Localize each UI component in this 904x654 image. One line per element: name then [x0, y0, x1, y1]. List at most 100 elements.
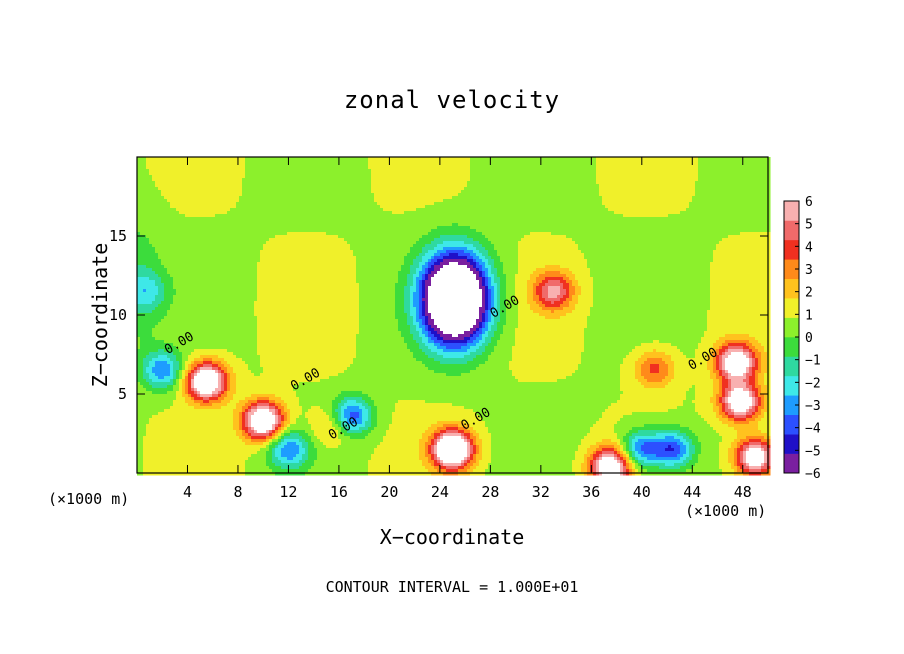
heatmap-cell: [500, 202, 504, 206]
heatmap-cell: [230, 217, 234, 221]
heatmap-cell: [218, 175, 222, 179]
heatmap-cell: [686, 163, 690, 167]
heatmap-cell: [368, 196, 372, 200]
heatmap-cell: [308, 160, 312, 164]
heatmap-cell: [575, 199, 579, 203]
heatmap-cell: [374, 163, 378, 167]
heatmap-cell: [380, 181, 384, 185]
heatmap-cell: [608, 187, 612, 191]
heatmap-cell: [287, 223, 291, 227]
heatmap-cell: [704, 211, 708, 215]
heatmap-cell: [218, 220, 222, 224]
heatmap-cell: [593, 196, 597, 200]
heatmap-cell: [476, 187, 480, 191]
heatmap-cell: [236, 211, 240, 215]
heatmap-cell: [284, 208, 288, 212]
heatmap-cell: [617, 181, 621, 185]
heatmap-cell: [179, 184, 183, 188]
heatmap-cell: [449, 211, 453, 215]
heatmap-cell: [329, 208, 333, 212]
heatmap-cell: [446, 160, 450, 164]
heatmap-cell: [566, 178, 570, 182]
heatmap-cell: [305, 211, 309, 215]
heatmap-cell: [230, 178, 234, 182]
heatmap-cell: [617, 163, 621, 167]
heatmap-cell: [713, 169, 717, 173]
heatmap-cell: [560, 214, 564, 218]
heatmap-cell: [485, 175, 489, 179]
heatmap-cell: [236, 202, 240, 206]
heatmap-cell: [338, 184, 342, 188]
heatmap-cell: [350, 172, 354, 176]
heatmap-cell: [449, 163, 453, 167]
heatmap-cell: [503, 169, 507, 173]
heatmap-cell: [419, 178, 423, 182]
heatmap-cell: [269, 178, 273, 182]
heatmap-cell: [479, 184, 483, 188]
heatmap-cell: [536, 181, 540, 185]
heatmap-cell: [629, 208, 633, 212]
heatmap-cell: [149, 223, 153, 227]
heatmap-cell: [425, 208, 429, 212]
heatmap-cell: [176, 178, 180, 182]
heatmap-cell: [653, 199, 657, 203]
heatmap-cell: [578, 175, 582, 179]
heatmap-cell: [530, 217, 534, 221]
heatmap-cell: [449, 199, 453, 203]
heatmap-cell: [296, 190, 300, 194]
heatmap-cell: [548, 160, 552, 164]
heatmap-cell: [176, 175, 180, 179]
heatmap-cell: [533, 172, 537, 176]
heatmap-cell: [299, 187, 303, 191]
heatmap-cell: [158, 217, 162, 221]
heatmap-cell: [674, 208, 678, 212]
heatmap-cell: [182, 187, 186, 191]
heatmap-cell: [710, 172, 714, 176]
heatmap-cell: [455, 217, 459, 221]
heatmap-cell: [329, 214, 333, 218]
heatmap-cell: [377, 169, 381, 173]
heatmap-cell: [224, 202, 228, 206]
heatmap-cell: [704, 166, 708, 170]
heatmap-cell: [245, 193, 249, 197]
heatmap-cell: [212, 160, 216, 164]
heatmap-cell: [194, 193, 198, 197]
heatmap-cell: [602, 172, 606, 176]
heatmap-cell: [701, 166, 705, 170]
heatmap-cell: [281, 202, 285, 206]
heatmap-cell: [617, 214, 621, 218]
heatmap-cell: [434, 226, 438, 230]
heatmap-cell: [467, 178, 471, 182]
heatmap-cell: [422, 214, 426, 218]
heatmap-cell: [305, 223, 309, 227]
heatmap-cell: [167, 202, 171, 206]
heatmap-cell: [506, 166, 510, 170]
heatmap-cell: [275, 220, 279, 224]
heatmap-cell: [149, 199, 153, 203]
heatmap-cell: [731, 178, 735, 182]
heatmap-cell: [260, 181, 264, 185]
heatmap-cell: [464, 172, 468, 176]
heatmap-cell: [497, 193, 501, 197]
heatmap-cell: [740, 217, 744, 221]
heatmap-cell: [206, 205, 210, 209]
heatmap-cell: [338, 217, 342, 221]
heatmap-cell: [257, 226, 261, 230]
heatmap-cell: [548, 190, 552, 194]
heatmap-cell: [263, 163, 267, 167]
heatmap-cell: [203, 190, 207, 194]
heatmap-cell: [650, 163, 654, 167]
heatmap-cell: [152, 184, 156, 188]
heatmap-cell: [626, 202, 630, 206]
heatmap-cell: [527, 193, 531, 197]
heatmap-cell: [230, 202, 234, 206]
heatmap-cell: [266, 220, 270, 224]
heatmap-cell: [566, 202, 570, 206]
heatmap-cell: [554, 223, 558, 227]
heatmap-cell: [335, 163, 339, 167]
heatmap-cell: [386, 202, 390, 206]
heatmap-cell: [170, 166, 174, 170]
heatmap-cell: [290, 175, 294, 179]
heatmap-cell: [689, 178, 693, 182]
heatmap-cell: [758, 178, 762, 182]
